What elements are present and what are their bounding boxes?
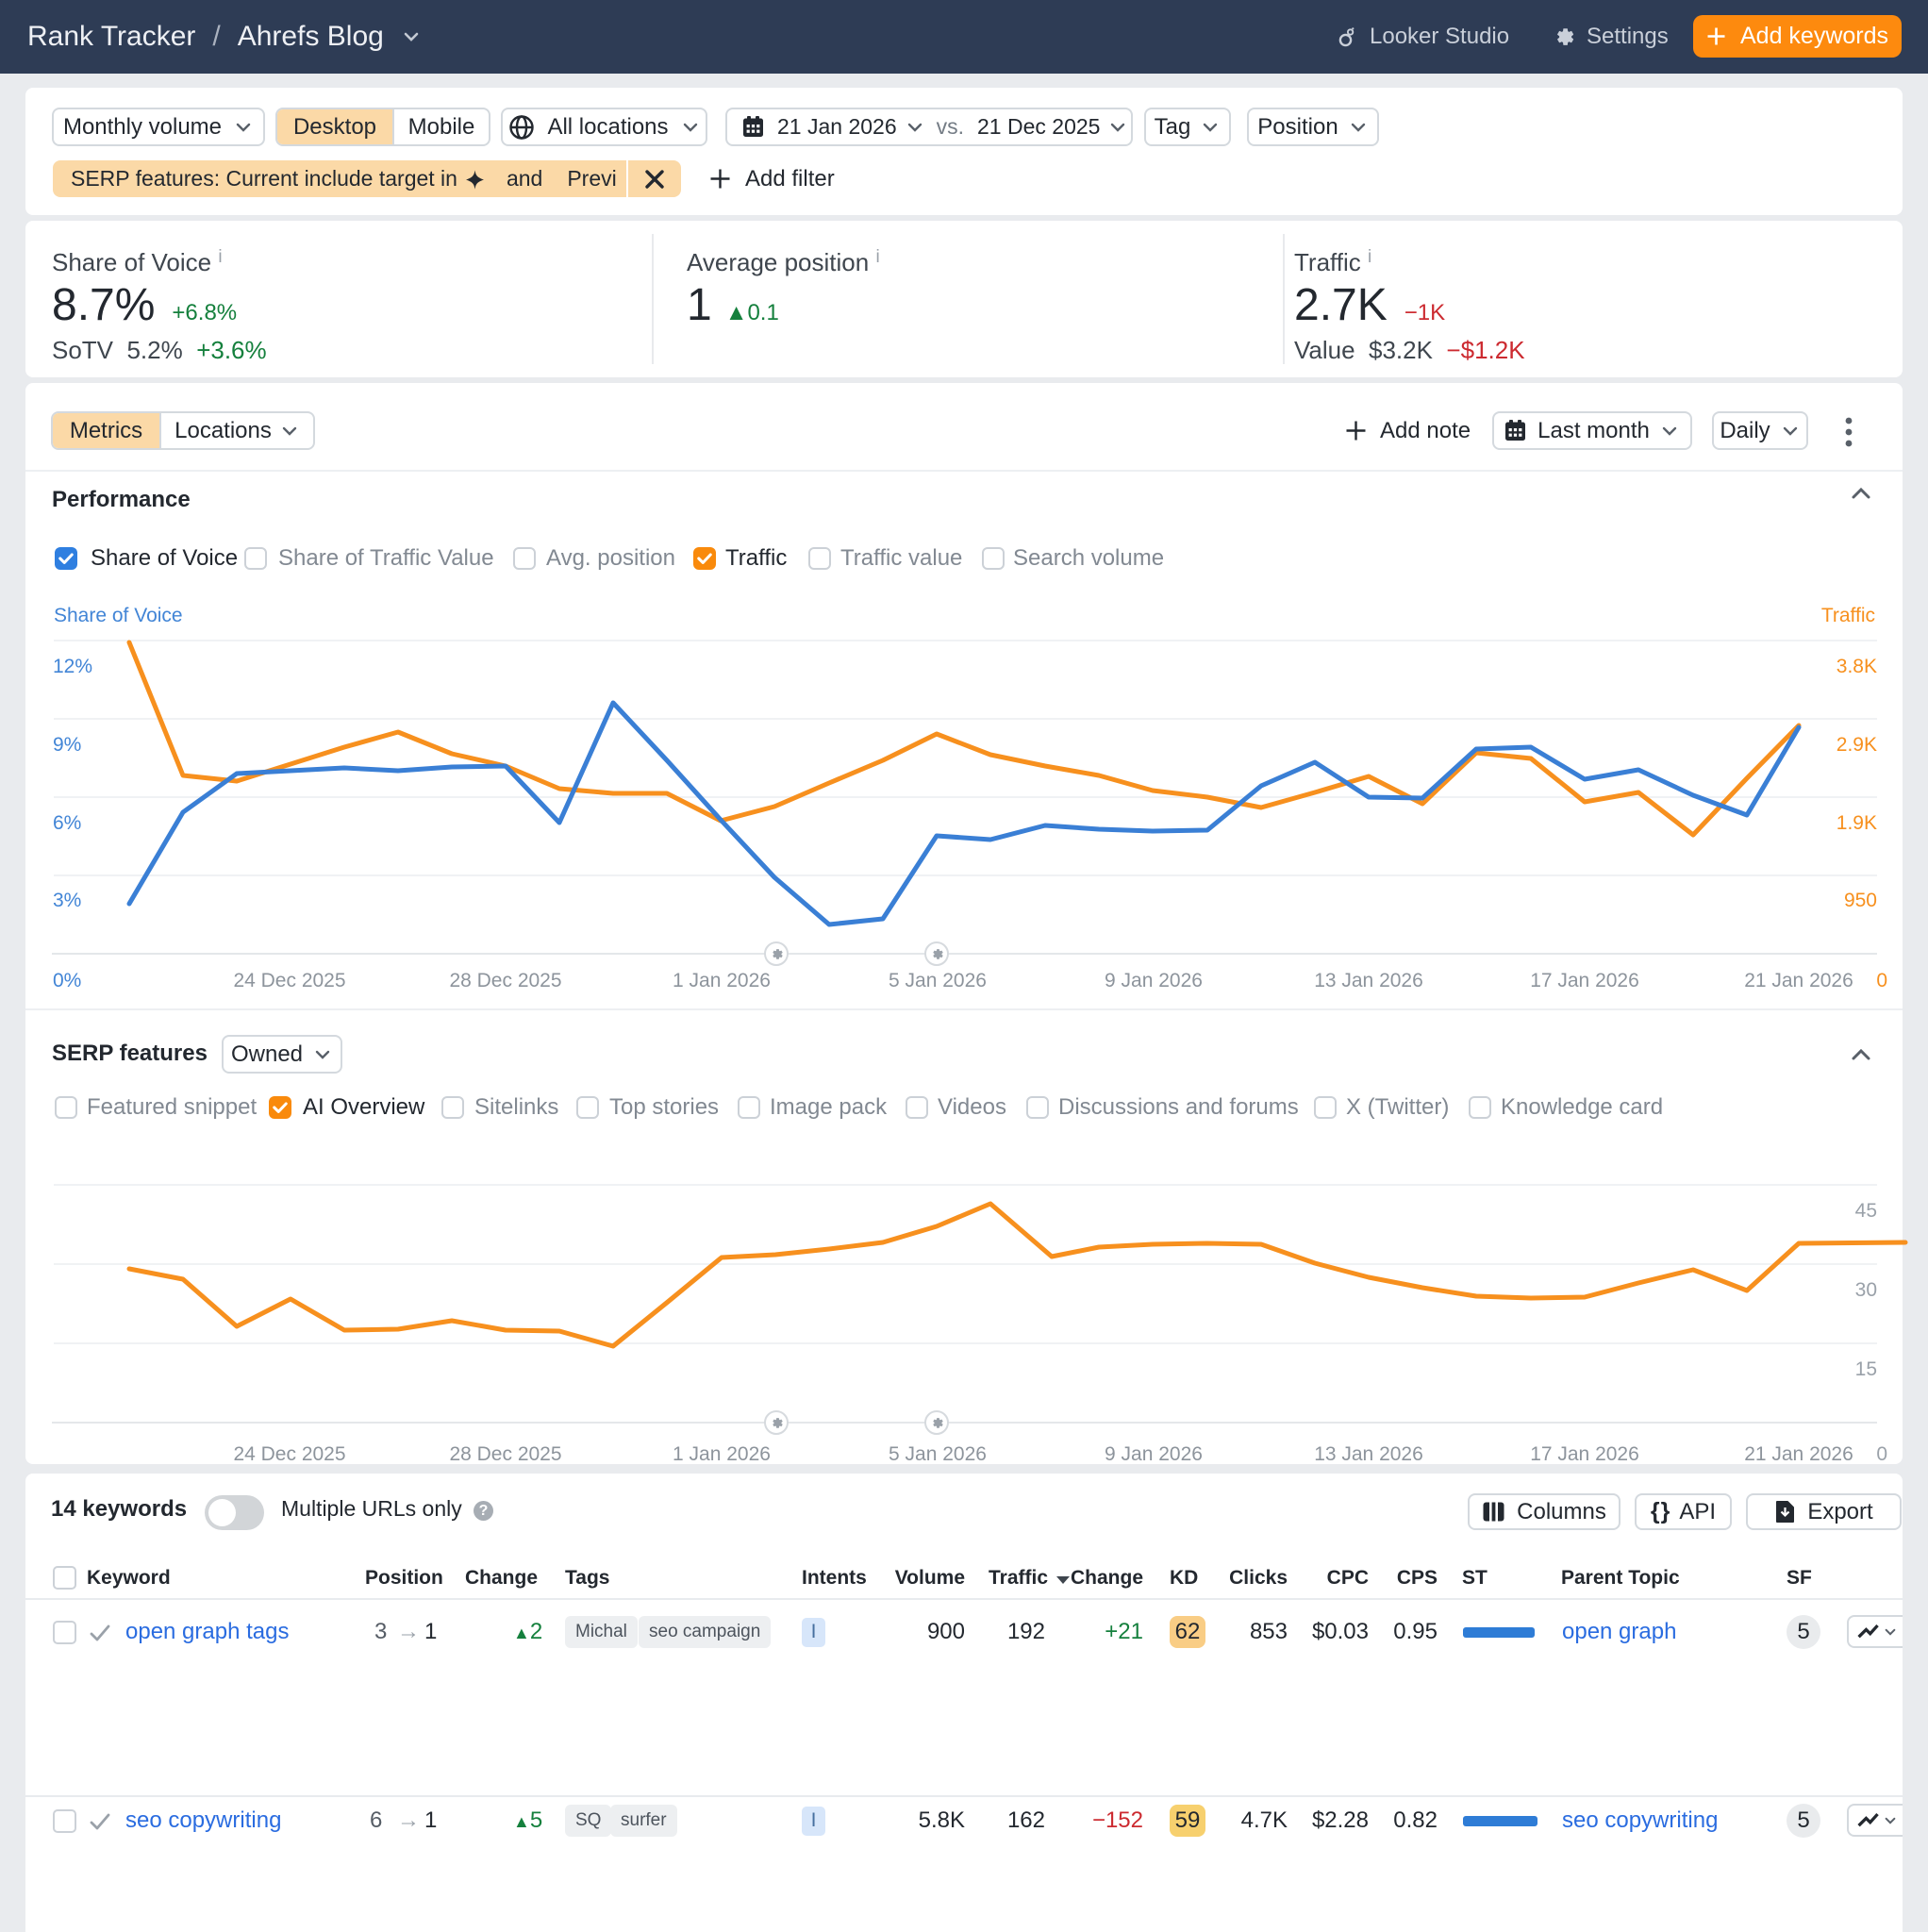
svg-text:1 Jan 2026: 1 Jan 2026 <box>673 1443 771 1465</box>
svg-text:5 Jan 2026: 5 Jan 2026 <box>889 970 987 991</box>
svg-text:Share of Voice: Share of Voice <box>54 605 183 626</box>
svg-text:950: 950 <box>1844 890 1877 911</box>
svg-text:1 Jan 2026: 1 Jan 2026 <box>673 970 771 991</box>
svg-text:9%: 9% <box>53 734 81 756</box>
svg-text:45: 45 <box>1855 1200 1877 1222</box>
svg-text:24 Dec 2025: 24 Dec 2025 <box>233 970 345 991</box>
svg-text:5 Jan 2026: 5 Jan 2026 <box>889 1443 987 1465</box>
svg-text:13 Jan 2026: 13 Jan 2026 <box>1314 1443 1423 1465</box>
svg-text:13 Jan 2026: 13 Jan 2026 <box>1314 970 1423 991</box>
svg-text:30: 30 <box>1855 1279 1877 1301</box>
svg-text:12%: 12% <box>53 656 92 677</box>
svg-text:15: 15 <box>1855 1358 1877 1380</box>
svg-text:17 Jan 2026: 17 Jan 2026 <box>1530 970 1639 991</box>
svg-text:2.9K: 2.9K <box>1837 734 1877 756</box>
svg-text:0: 0 <box>1876 970 1887 991</box>
svg-text:0: 0 <box>1876 1443 1887 1465</box>
svg-text:24 Dec 2025: 24 Dec 2025 <box>233 1443 345 1465</box>
svg-text:9 Jan 2026: 9 Jan 2026 <box>1105 1443 1203 1465</box>
svg-text:28 Dec 2025: 28 Dec 2025 <box>449 970 561 991</box>
svg-text:Traffic: Traffic <box>1821 605 1875 626</box>
svg-text:17 Jan 2026: 17 Jan 2026 <box>1530 1443 1639 1465</box>
svg-text:3%: 3% <box>53 890 81 911</box>
svg-text:21 Jan 2026: 21 Jan 2026 <box>1744 970 1853 991</box>
svg-text:6%: 6% <box>53 812 81 834</box>
svg-text:3.8K: 3.8K <box>1837 656 1877 677</box>
svg-text:9 Jan 2026: 9 Jan 2026 <box>1105 970 1203 991</box>
svg-text:21 Jan 2026: 21 Jan 2026 <box>1744 1443 1853 1465</box>
svg-text:1.9K: 1.9K <box>1837 812 1877 834</box>
svg-text:0%: 0% <box>53 970 81 991</box>
svg-text:28 Dec 2025: 28 Dec 2025 <box>449 1443 561 1465</box>
